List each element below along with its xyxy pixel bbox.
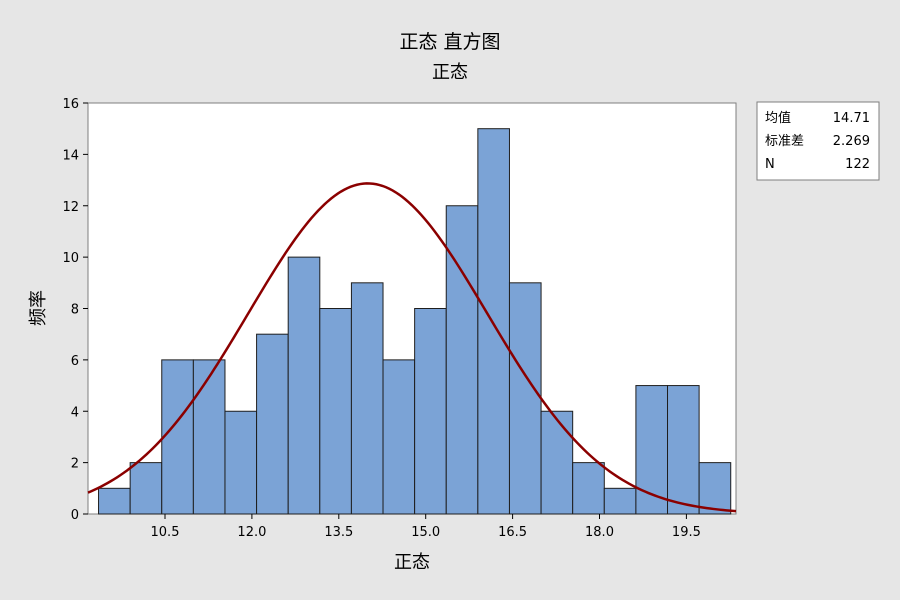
histogram-bar: [319, 308, 352, 515]
histogram-bar: [414, 308, 447, 515]
histogram-bar: [698, 462, 732, 515]
histogram-bar: [603, 487, 637, 515]
histogram-bar: [667, 385, 700, 515]
normal-fit-curve: [87, 182, 737, 513]
y-tick-label: 8: [71, 303, 79, 318]
x-tick-label: 10.5: [151, 525, 180, 540]
y-tick-label: 4: [71, 405, 79, 420]
legend-mean-label: 均值: [765, 110, 791, 126]
stats-legend: 均值 14.71 标准差 2.269 N 122: [756, 101, 880, 181]
bars: [98, 128, 732, 515]
histogram-bar: [477, 128, 510, 515]
y-tick-label: 0: [71, 508, 79, 523]
histogram-bar: [540, 410, 574, 515]
histogram-bar: [382, 359, 416, 515]
y-axis-label: 频率: [28, 290, 49, 326]
chart-title: 正态 直方图: [399, 31, 500, 53]
x-tick-label: 15.0: [411, 525, 440, 540]
legend-stdev-label: 标准差: [765, 134, 804, 149]
histogram-bar: [98, 487, 131, 515]
histogram-bar: [508, 282, 542, 515]
y-tick-label: 6: [71, 354, 79, 369]
x-tick-label: 13.5: [324, 525, 353, 540]
x-axis-ticks: 10.5 12.0 13.5 15.0 16.5 18.0 19.5: [151, 514, 701, 540]
histogram-bar: [161, 359, 194, 515]
legend-n-value: 122: [845, 157, 870, 172]
histogram-bar: [192, 359, 226, 515]
x-tick-label: 19.5: [672, 525, 701, 540]
histogram-bar: [635, 385, 669, 515]
x-tick-label: 18.0: [585, 525, 614, 540]
legend-mean-value: 14.71: [833, 111, 870, 126]
legend-box: [756, 101, 880, 181]
histogram-bar: [224, 410, 258, 515]
histogram-bar: [445, 205, 479, 515]
y-tick-label: 10: [62, 251, 79, 266]
y-tick-label: 16: [62, 97, 79, 112]
chart-subtitle: 正态: [432, 62, 468, 83]
y-tick-label: 14: [62, 148, 79, 163]
y-axis-ticks: 0 2 4 6 8 10 12 14 16: [62, 97, 88, 523]
histogram-bar: [287, 256, 321, 515]
legend-stdev-value: 2.269: [833, 134, 870, 149]
legend-n-label: N: [765, 157, 775, 172]
x-tick-label: 12.0: [237, 525, 266, 540]
histogram-bar: [350, 282, 384, 515]
histogram-bar: [572, 462, 605, 515]
x-tick-label: 16.5: [498, 525, 527, 540]
y-tick-label: 12: [62, 200, 79, 215]
histogram-bar: [129, 462, 163, 515]
histogram-bar: [256, 333, 289, 515]
y-tick-label: 2: [71, 457, 79, 472]
x-axis-label: 正态: [394, 552, 430, 573]
